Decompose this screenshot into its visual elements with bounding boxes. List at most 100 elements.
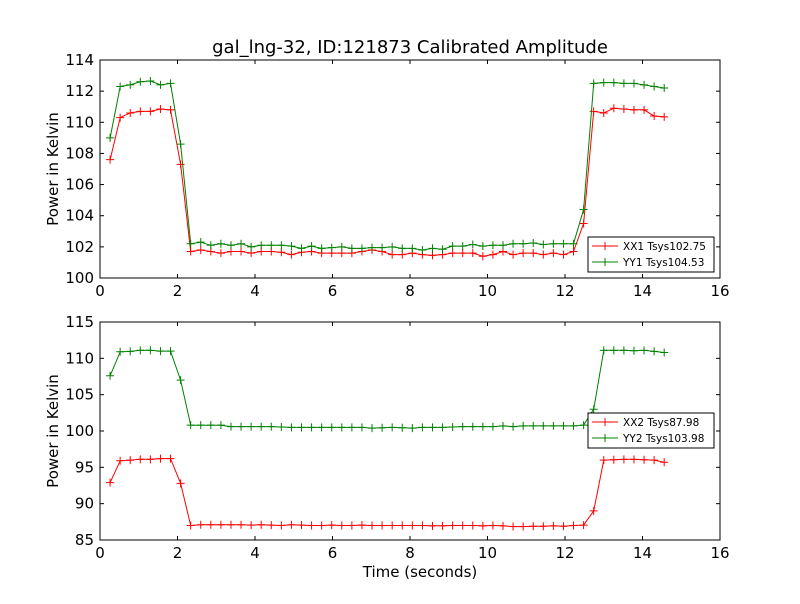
data-point-marker <box>257 422 266 431</box>
data-point-marker <box>589 405 598 414</box>
data-point-marker <box>337 242 346 251</box>
x-tick-label: 2 <box>173 544 183 562</box>
data-point-marker <box>579 421 588 430</box>
data-point-marker <box>408 424 417 433</box>
data-point-marker <box>609 455 618 464</box>
data-point-marker <box>186 239 195 248</box>
legend-marker <box>601 242 609 250</box>
data-point-marker <box>368 521 377 530</box>
y-tick-label: 105 <box>65 386 94 404</box>
data-point-marker <box>327 521 336 530</box>
data-point-marker <box>640 105 649 114</box>
data-point-marker <box>247 422 256 431</box>
data-point-marker <box>458 249 467 258</box>
x-tick-label: 14 <box>633 282 652 300</box>
data-point-marker <box>418 423 427 432</box>
data-point-marker <box>569 239 578 248</box>
data-point-marker <box>206 241 215 250</box>
data-point-marker <box>448 521 457 530</box>
data-point-marker <box>398 423 407 432</box>
data-point-marker <box>156 454 165 463</box>
data-point-marker <box>277 248 286 257</box>
data-point-marker <box>499 421 507 430</box>
data-point-marker <box>267 521 276 530</box>
series-1-xx2 <box>106 454 669 531</box>
data-point-marker <box>297 521 306 530</box>
data-point-marker <box>347 423 356 432</box>
data-point-marker <box>650 347 659 356</box>
data-point-marker <box>619 346 628 355</box>
data-point-marker <box>428 423 437 432</box>
data-point-marker <box>307 423 316 432</box>
data-point-marker <box>378 423 387 432</box>
data-point-marker <box>176 479 185 488</box>
data-point-marker <box>509 422 518 431</box>
data-point-marker <box>176 140 185 149</box>
legend-label: YY1 Tsys104.53 <box>622 257 704 269</box>
data-point-marker <box>277 423 286 432</box>
data-point-marker <box>226 520 235 529</box>
data-point-marker <box>247 242 256 251</box>
data-point-marker <box>529 522 538 531</box>
data-point-marker <box>428 521 437 530</box>
data-point-marker <box>257 520 266 529</box>
data-point-marker <box>277 241 286 250</box>
data-point-marker <box>347 244 356 253</box>
y-tick-label: 110 <box>65 349 94 367</box>
data-point-marker <box>569 521 578 530</box>
data-point-marker <box>559 239 568 248</box>
data-point-marker <box>539 421 548 430</box>
data-point-marker <box>368 243 377 252</box>
data-point-marker <box>126 108 135 117</box>
data-point-marker <box>499 241 507 250</box>
data-point-marker <box>196 421 205 430</box>
x-tick-label: 0 <box>95 544 105 562</box>
data-point-marker <box>317 423 326 432</box>
data-point-marker <box>438 245 447 254</box>
data-point-marker <box>166 79 175 88</box>
data-point-marker <box>378 521 387 530</box>
data-point-marker <box>257 241 266 250</box>
y-axis-label: Power in Kelvin <box>44 112 62 226</box>
data-point-marker <box>650 112 659 121</box>
data-point-marker <box>337 521 346 530</box>
x-tick-label: 4 <box>250 282 260 300</box>
data-point-marker <box>529 249 538 258</box>
y-tick-label: 110 <box>65 113 94 131</box>
data-point-marker <box>186 247 195 256</box>
data-point-marker <box>629 455 638 464</box>
data-point-marker <box>317 521 326 530</box>
data-point-marker <box>478 422 487 431</box>
data-point-marker <box>156 347 165 356</box>
data-point-marker <box>609 346 618 355</box>
y-tick-label: 85 <box>75 531 94 549</box>
data-point-marker <box>478 521 487 530</box>
data-point-marker <box>559 421 568 430</box>
data-point-marker <box>226 241 235 250</box>
data-point-marker <box>448 423 457 432</box>
x-tick-label: 12 <box>555 282 574 300</box>
y-tick-label: 112 <box>65 82 94 100</box>
legend-marker <box>601 434 609 442</box>
data-point-marker <box>106 155 115 164</box>
x-tick-label: 4 <box>250 544 260 562</box>
data-point-marker <box>650 456 659 465</box>
data-point-marker <box>488 521 497 530</box>
data-point-marker <box>559 522 568 531</box>
data-point-marker <box>640 80 649 89</box>
data-point-marker <box>468 521 477 530</box>
data-point-marker <box>509 239 518 248</box>
data-point-marker <box>660 458 669 467</box>
y-tick-label: 100 <box>65 422 94 440</box>
data-point-marker <box>599 456 608 465</box>
data-point-marker <box>116 82 125 91</box>
x-tick-label: 14 <box>633 544 652 562</box>
data-point-marker <box>196 245 205 254</box>
series-2-yy2 <box>106 346 669 433</box>
data-point-marker <box>388 423 397 432</box>
y-tick-label: 106 <box>65 176 94 194</box>
data-point-marker <box>458 422 467 431</box>
data-point-marker <box>237 422 246 431</box>
data-point-marker <box>488 250 497 259</box>
series-2-yy1 <box>106 77 669 254</box>
